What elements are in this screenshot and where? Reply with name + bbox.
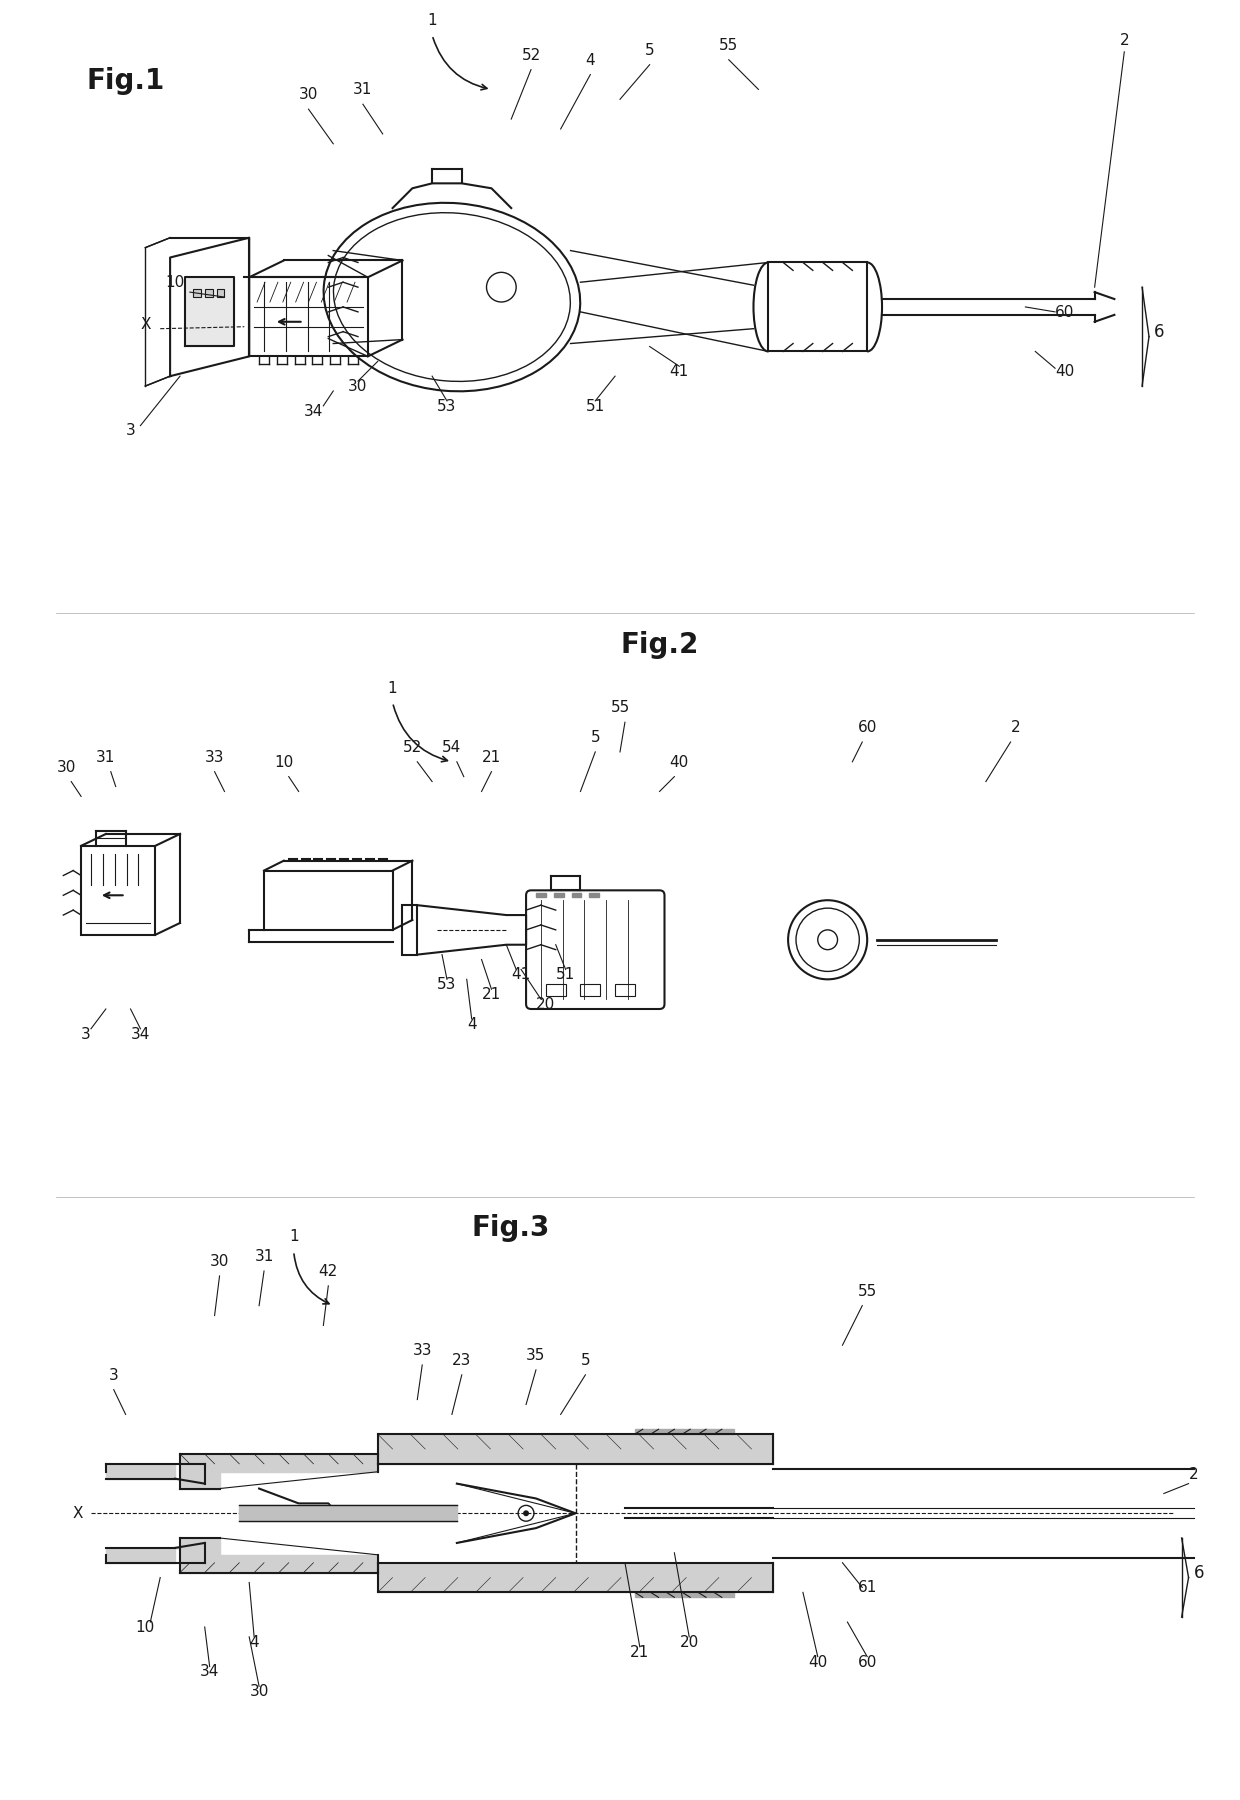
Text: 6: 6 [1154, 322, 1164, 340]
Text: Fig.1: Fig.1 [86, 67, 164, 95]
Text: 33: 33 [413, 1343, 432, 1357]
Text: 42: 42 [319, 1264, 339, 1280]
Text: 10: 10 [165, 275, 185, 290]
Text: 51: 51 [585, 400, 605, 414]
Text: X: X [140, 317, 150, 331]
Text: 41: 41 [511, 967, 531, 983]
Text: 53: 53 [438, 400, 456, 414]
Text: 3: 3 [109, 1368, 119, 1382]
Text: 60: 60 [858, 720, 877, 734]
Text: 4: 4 [585, 52, 595, 68]
Text: 5: 5 [590, 731, 600, 745]
Text: 55: 55 [719, 38, 738, 52]
Text: 30: 30 [348, 380, 367, 394]
Text: 34: 34 [130, 1026, 150, 1042]
Text: 40: 40 [1055, 364, 1075, 380]
Text: 23: 23 [453, 1354, 471, 1368]
Text: 55: 55 [610, 700, 630, 715]
Text: 53: 53 [438, 977, 456, 992]
Bar [580, 985, 600, 995]
Text: 60: 60 [1055, 304, 1075, 320]
Text: 52: 52 [521, 49, 541, 63]
Text: 10: 10 [135, 1620, 155, 1634]
Text: 2: 2 [1011, 720, 1021, 734]
Bar [81, 846, 155, 934]
Text: 30: 30 [57, 760, 76, 774]
Text: 30: 30 [249, 1685, 269, 1699]
Text: 33: 33 [205, 751, 224, 765]
Polygon shape [105, 1463, 205, 1478]
Text: 52: 52 [403, 740, 422, 754]
Circle shape [523, 1510, 529, 1516]
Text: 20: 20 [680, 1634, 699, 1651]
Text: 21: 21 [482, 751, 501, 765]
Text: 60: 60 [858, 1654, 877, 1670]
Text: 4: 4 [467, 1017, 476, 1031]
Text: 21: 21 [630, 1645, 650, 1660]
Text: 1: 1 [428, 13, 436, 29]
Text: 30: 30 [210, 1255, 229, 1269]
Polygon shape [378, 1562, 774, 1593]
Text: 2: 2 [1189, 1467, 1198, 1481]
Text: 55: 55 [858, 1283, 877, 1300]
Polygon shape [554, 893, 564, 896]
Text: 6: 6 [1194, 1564, 1204, 1582]
Bar [546, 985, 565, 995]
Text: 20: 20 [536, 997, 556, 1012]
Bar [264, 871, 393, 931]
Text: Fig.2: Fig.2 [620, 632, 698, 659]
Text: 51: 51 [556, 967, 575, 983]
Text: 35: 35 [526, 1348, 546, 1363]
Text: 31: 31 [353, 83, 372, 97]
Text: 4: 4 [249, 1634, 259, 1651]
Polygon shape [180, 1454, 378, 1489]
Polygon shape [536, 893, 546, 896]
Text: 1: 1 [289, 1229, 299, 1244]
Bar [205, 290, 212, 297]
Polygon shape [572, 893, 582, 896]
Polygon shape [239, 1505, 456, 1521]
Text: 5: 5 [645, 43, 655, 58]
Text: Fig.3: Fig.3 [471, 1215, 551, 1242]
Text: 10: 10 [274, 754, 294, 770]
Polygon shape [180, 1537, 378, 1573]
Bar [615, 985, 635, 995]
Text: 5: 5 [580, 1354, 590, 1368]
Text: 40: 40 [808, 1654, 827, 1670]
Text: 21: 21 [482, 986, 501, 1003]
Text: 2: 2 [1120, 32, 1130, 49]
Bar [193, 290, 201, 297]
Text: 30: 30 [299, 86, 319, 103]
Text: 61: 61 [858, 1580, 877, 1595]
Text: 40: 40 [670, 754, 689, 770]
Polygon shape [635, 1429, 734, 1435]
Bar [769, 263, 867, 351]
Text: X: X [73, 1507, 83, 1521]
Polygon shape [589, 893, 599, 896]
Polygon shape [635, 1593, 734, 1597]
Text: 34: 34 [304, 403, 324, 419]
Bar [403, 905, 418, 954]
Text: 3: 3 [81, 1026, 91, 1042]
Text: 31: 31 [254, 1249, 274, 1264]
Text: 34: 34 [200, 1665, 219, 1679]
Bar [217, 290, 224, 297]
Text: 54: 54 [443, 740, 461, 754]
Text: 3: 3 [125, 423, 135, 439]
Text: 31: 31 [97, 751, 115, 765]
Text: 41: 41 [670, 364, 689, 380]
Polygon shape [105, 1548, 205, 1562]
Polygon shape [378, 1435, 774, 1463]
Polygon shape [185, 277, 234, 346]
Text: 1: 1 [388, 680, 397, 695]
